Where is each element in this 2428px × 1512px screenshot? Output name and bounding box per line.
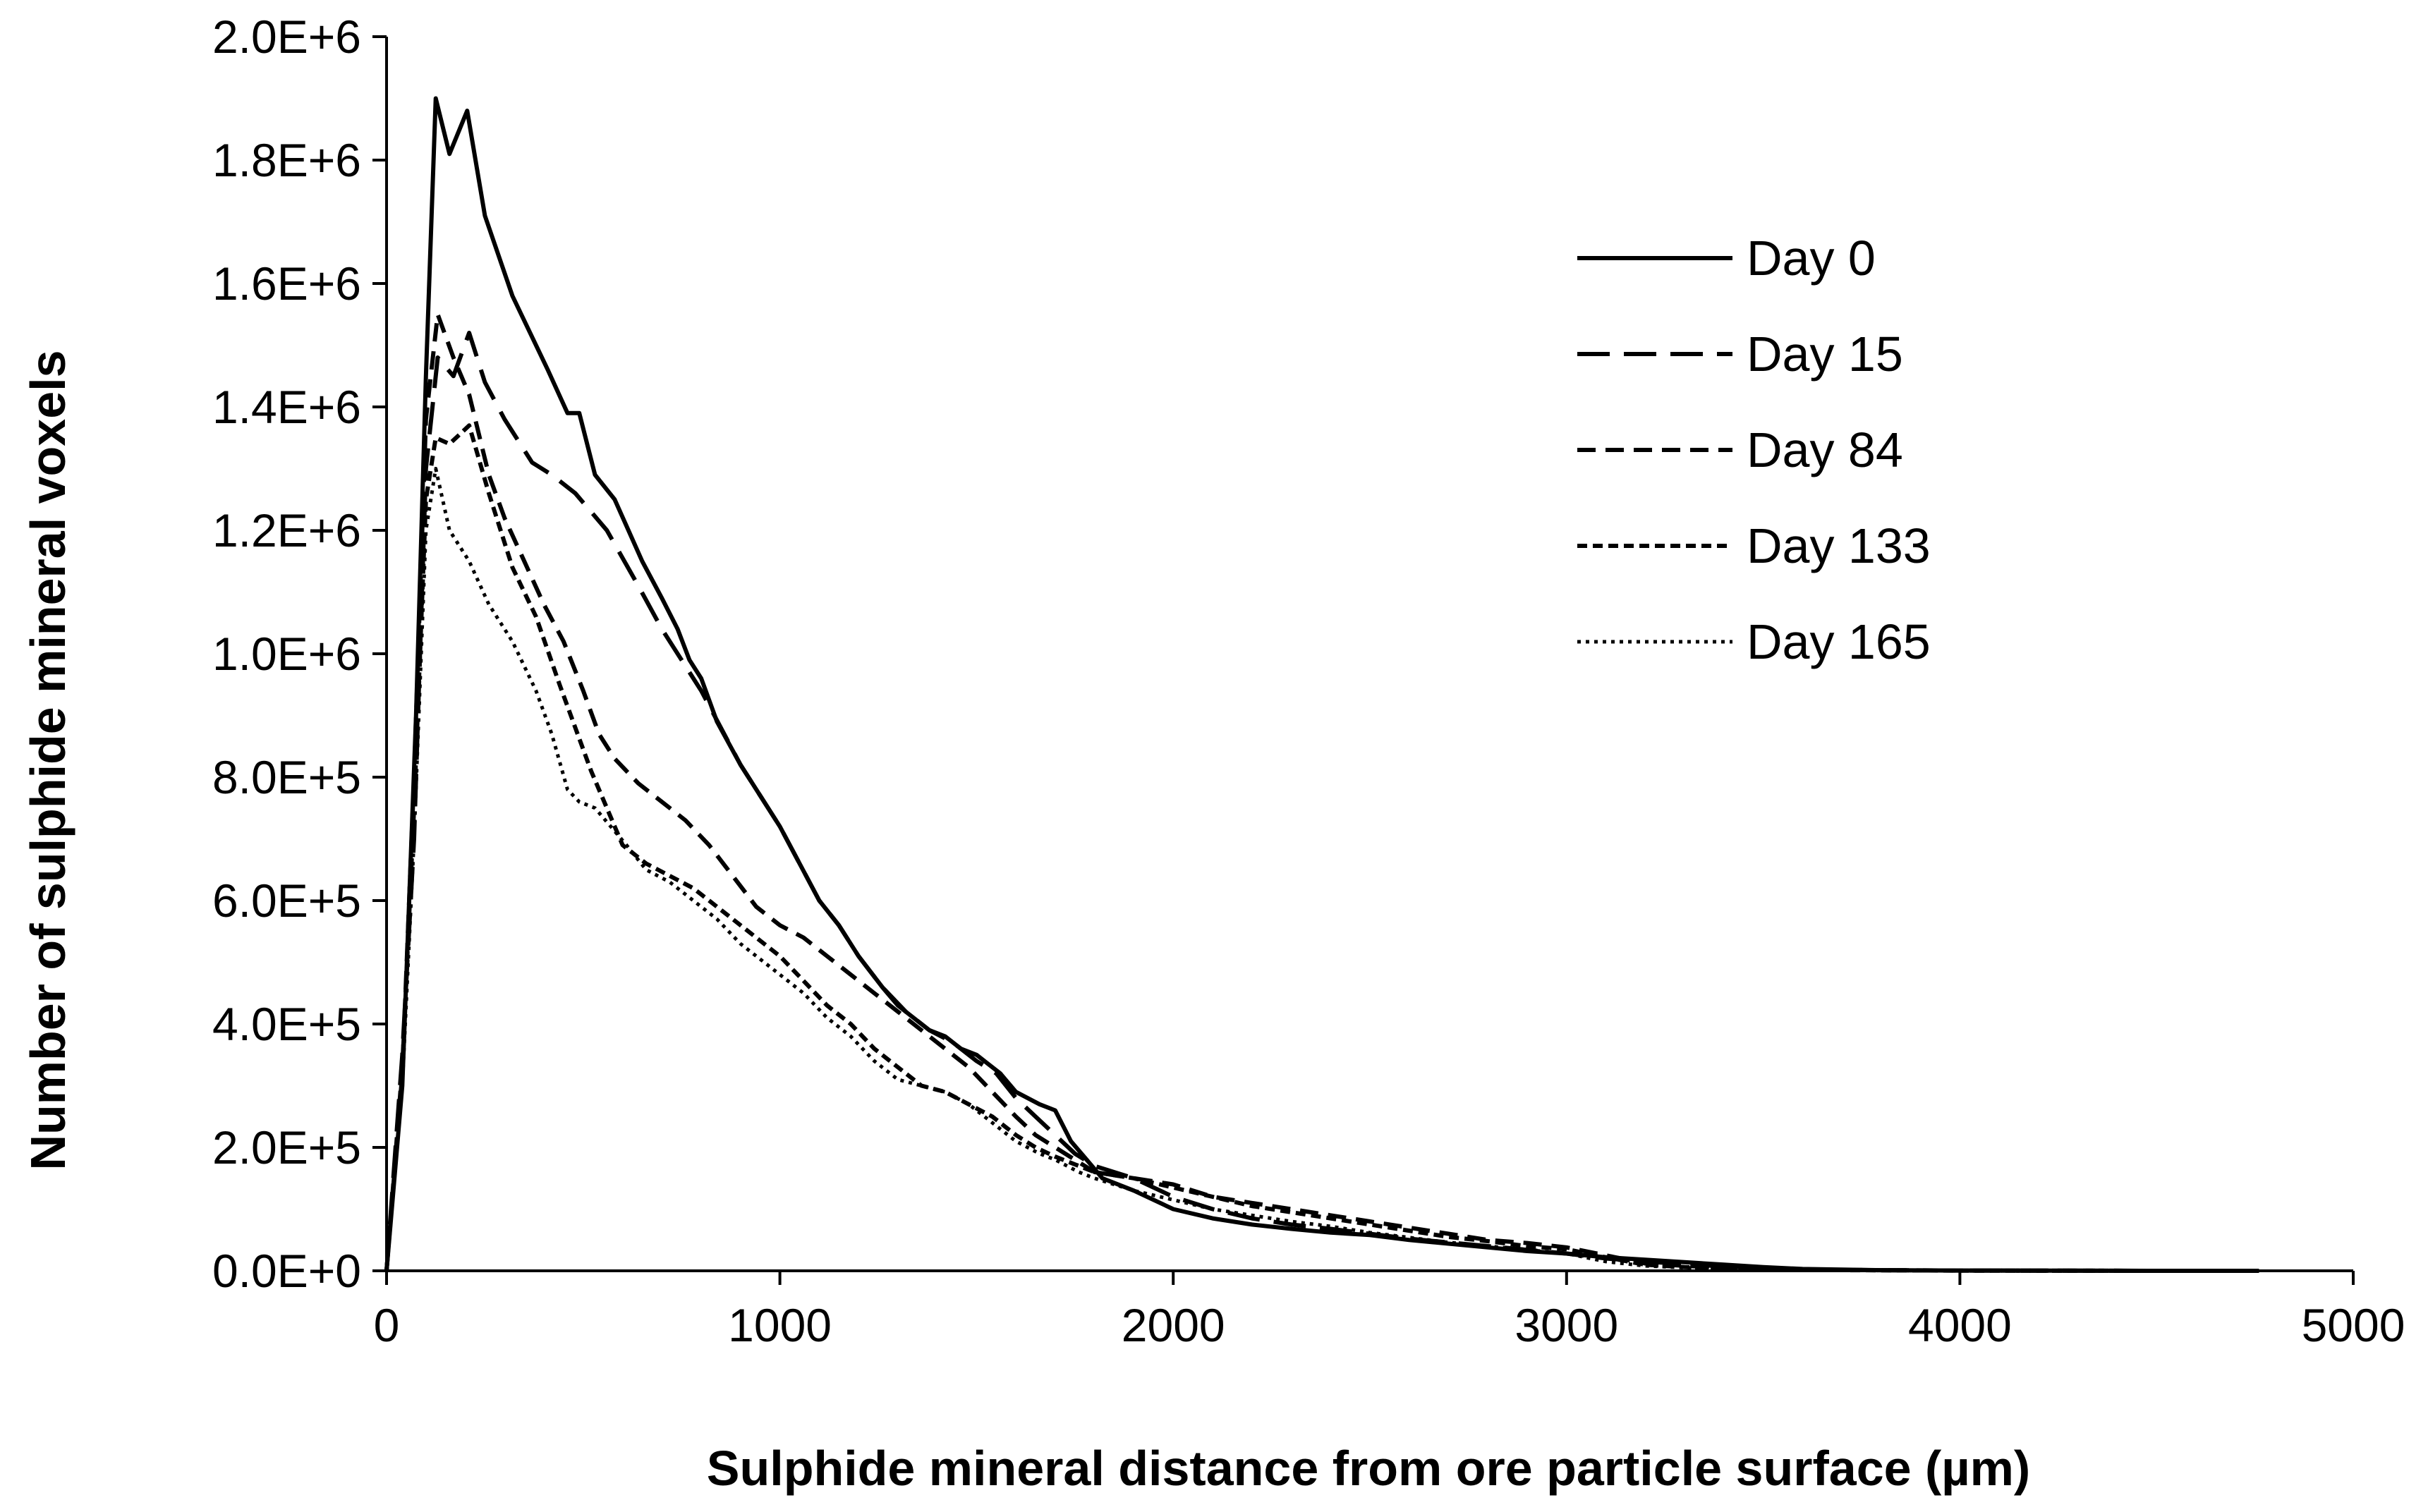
legend-label-day-165: Day 165 <box>1747 614 1931 669</box>
y-tick-label: 1.4E+6 <box>212 381 361 433</box>
x-axis-title: Sulphide mineral distance from ore parti… <box>707 1441 2030 1496</box>
y-tick-label: 0.0E+0 <box>212 1245 361 1297</box>
axis-ticks: 0.0E+0 2.0E+5 4.0E+5 6.0E+5 8.0E+5 1.0E+6 1.2E… <box>212 11 2405 1351</box>
y-tick-label: 4.0E+5 <box>212 998 361 1050</box>
x-tick-label: 0 <box>374 1299 400 1351</box>
y-tick-label: 1.8E+6 <box>212 134 361 186</box>
x-tick-label: 4000 <box>1908 1299 2012 1351</box>
series-line-day-84 <box>384 312 2259 1273</box>
y-tick-label: 8.0E+5 <box>212 751 361 803</box>
series-line-day-15 <box>384 331 2259 1273</box>
x-tick-label: 2000 <box>1122 1299 1225 1351</box>
y-tick-label: 1.0E+6 <box>212 628 361 680</box>
x-tick-label: 5000 <box>2302 1299 2405 1351</box>
series-lines <box>384 96 2259 1273</box>
y-tick-label: 2.0E+5 <box>212 1121 361 1173</box>
y-tick-label: 1.6E+6 <box>212 257 361 310</box>
legend: Day 0 Day 15 Day 84 Day 133 Day 165 <box>1577 231 1931 669</box>
series-line-day-0 <box>384 96 2259 1273</box>
legend-label-day-0: Day 0 <box>1747 231 1876 286</box>
series-line-day-165 <box>384 467 2259 1273</box>
x-tick-label: 1000 <box>728 1299 832 1351</box>
y-tick-label: 1.2E+6 <box>212 504 361 556</box>
y-axis-title: Number of sulphide mineral voxels <box>20 350 75 1170</box>
axes <box>385 37 2353 1272</box>
x-tick-label: 3000 <box>1515 1299 1618 1351</box>
legend-label-day-15: Day 15 <box>1747 327 1903 382</box>
y-tick-label: 2.0E+6 <box>212 11 361 63</box>
legend-label-day-133: Day 133 <box>1747 518 1931 573</box>
series-line-day-133 <box>384 423 2259 1273</box>
legend-label-day-84: Day 84 <box>1747 422 1903 477</box>
y-tick-label: 6.0E+5 <box>212 874 361 927</box>
